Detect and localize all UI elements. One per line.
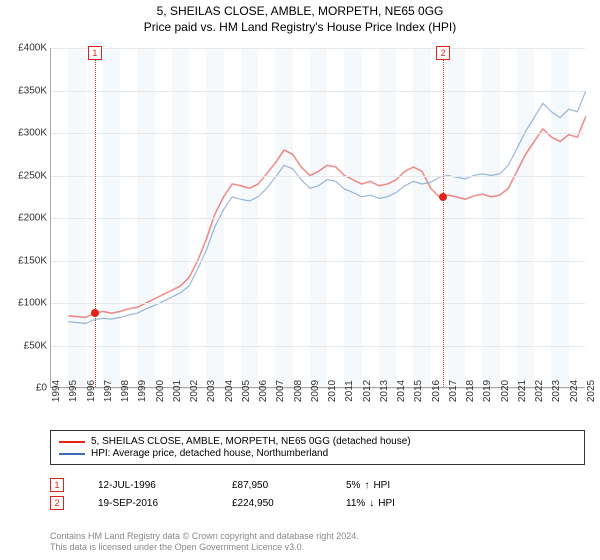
gridline — [51, 91, 585, 92]
gridline — [51, 48, 585, 49]
sale-date: 12-JUL-1996 — [98, 480, 198, 491]
x-tick-label: 2008 — [293, 380, 304, 402]
x-tick-label: 2013 — [379, 380, 390, 402]
x-tick-label: 2023 — [551, 380, 562, 402]
arrow-down-icon: ↓ — [369, 498, 374, 509]
y-tick-label: £0 — [36, 383, 47, 394]
sale-diff-pct: 5% — [346, 480, 360, 491]
x-tick-label: 1995 — [68, 380, 79, 402]
legend-label: HPI: Average price, detached house, Nort… — [91, 448, 328, 459]
x-tick-label: 1998 — [120, 380, 131, 402]
sale-diff: 5% ↑ HPI — [346, 480, 390, 491]
chart-container: 5, SHEILAS CLOSE, AMBLE, MORPETH, NE65 0… — [0, 0, 600, 560]
x-tick-label: 2019 — [482, 380, 493, 402]
event-marker-line — [443, 48, 444, 387]
sale-price: £87,950 — [232, 480, 312, 491]
gridline — [51, 303, 585, 304]
x-tick-label: 2009 — [310, 380, 321, 402]
y-tick-label: £200K — [18, 213, 47, 224]
legend-row: 5, SHEILAS CLOSE, AMBLE, MORPETH, NE65 0… — [59, 436, 576, 447]
x-tick-label: 2000 — [155, 380, 166, 402]
legend-label: 5, SHEILAS CLOSE, AMBLE, MORPETH, NE65 0… — [91, 436, 411, 447]
chart-subtitle: Price paid vs. HM Land Registry's House … — [0, 20, 600, 34]
sale-event-marker: 1 — [50, 478, 64, 492]
plot-area: £0£50K£100K£150K£200K£250K£300K£350K£400… — [50, 48, 585, 388]
sale-event-marker: 2 — [50, 496, 64, 510]
x-tick-label: 2006 — [258, 380, 269, 402]
x-tick-label: 1999 — [137, 380, 148, 402]
sale-event-row: 1 12-JUL-1996 £87,950 5% ↑ HPI — [50, 478, 585, 492]
event-marker-box: 2 — [436, 46, 450, 60]
event-marker-line — [95, 48, 96, 387]
x-tick-label: 2010 — [327, 380, 338, 402]
x-tick-label: 2011 — [344, 380, 355, 402]
event-marker-dot — [439, 193, 447, 201]
x-tick-label: 2018 — [465, 380, 476, 402]
chart-title: 5, SHEILAS CLOSE, AMBLE, MORPETH, NE65 0… — [0, 4, 600, 18]
sale-event-row: 2 19-SEP-2016 £224,950 11% ↓ HPI — [50, 496, 585, 510]
footnote: Contains HM Land Registry data © Crown c… — [50, 531, 585, 554]
gridline — [51, 133, 585, 134]
y-tick-label: £250K — [18, 170, 47, 181]
y-tick-label: £50K — [24, 340, 47, 351]
x-tick-label: 2003 — [206, 380, 217, 402]
x-tick-label: 2024 — [569, 380, 580, 402]
x-tick-label: 2025 — [586, 380, 597, 402]
x-tick-label: 2020 — [500, 380, 511, 402]
sale-diff-pct: 11% — [346, 498, 365, 509]
y-tick-label: £400K — [18, 43, 47, 54]
arrow-up-icon: ↑ — [364, 480, 369, 491]
event-marker-dot — [91, 309, 99, 317]
footnote-line: Contains HM Land Registry data © Crown c… — [50, 531, 585, 543]
legend-swatch — [59, 441, 85, 443]
x-tick-label: 2002 — [189, 380, 200, 402]
sale-diff: 11% ↓ HPI — [346, 498, 395, 509]
gridline — [51, 176, 585, 177]
title-block: 5, SHEILAS CLOSE, AMBLE, MORPETH, NE65 0… — [0, 0, 600, 36]
legend-row: HPI: Average price, detached house, Nort… — [59, 448, 576, 459]
legend-swatch — [59, 453, 85, 455]
x-tick-label: 2015 — [413, 380, 424, 402]
sale-price: £224,950 — [232, 498, 312, 509]
x-tick-label: 2017 — [448, 380, 459, 402]
gridline — [51, 346, 585, 347]
footnote-line: This data is licensed under the Open Gov… — [50, 542, 585, 554]
x-tick-label: 2012 — [362, 380, 373, 402]
gridline — [51, 218, 585, 219]
sale-date: 19-SEP-2016 — [98, 498, 198, 509]
x-tick-label: 1997 — [103, 380, 114, 402]
event-marker-box: 1 — [88, 46, 102, 60]
x-tick-label: 2021 — [517, 380, 528, 402]
x-tick-label: 2001 — [172, 380, 183, 402]
sale-diff-vs: HPI — [373, 480, 390, 491]
x-tick-label: 2004 — [224, 380, 235, 402]
x-tick-label: 2022 — [534, 380, 545, 402]
x-tick-label: 2014 — [396, 380, 407, 402]
legend-box: 5, SHEILAS CLOSE, AMBLE, MORPETH, NE65 0… — [50, 430, 585, 465]
sale-events-table: 1 12-JUL-1996 £87,950 5% ↑ HPI 2 19-SEP-2016 £… — [50, 474, 585, 514]
x-tick-label: 2007 — [275, 380, 286, 402]
gridline — [51, 261, 585, 262]
x-tick-label: 1994 — [51, 380, 62, 402]
y-tick-label: £100K — [18, 298, 47, 309]
x-tick-label: 2005 — [241, 380, 252, 402]
sale-diff-vs: HPI — [378, 498, 395, 509]
y-tick-label: £150K — [18, 255, 47, 266]
y-tick-label: £300K — [18, 128, 47, 139]
y-tick-label: £350K — [18, 85, 47, 96]
x-tick-label: 2016 — [431, 380, 442, 402]
